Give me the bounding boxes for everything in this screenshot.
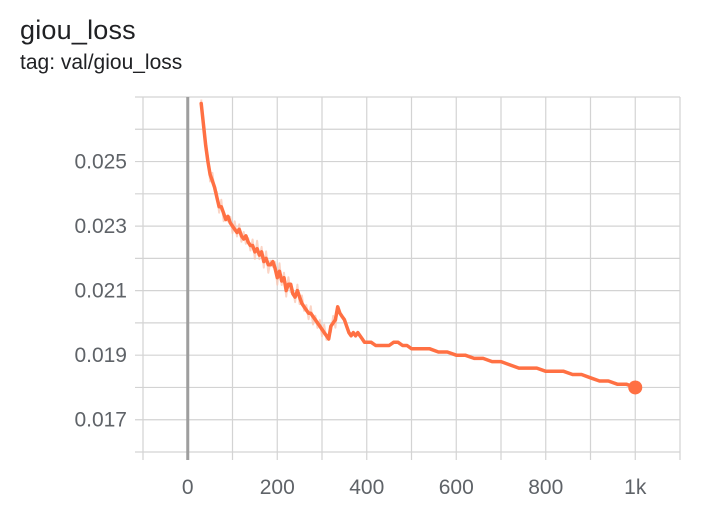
grid-layer [135,96,681,460]
series-layer [199,99,643,395]
chart-subtitle: tag: val/giou_loss [20,51,183,74]
y-tick-label: 0.021 [74,280,127,303]
series-raw-line [200,99,636,389]
y-tick-label: 0.017 [74,409,127,432]
series-line [199,101,638,390]
x-tick-label: 400 [349,476,384,499]
tick-label-layer: 0.017 0.019 0.021 0.023 0.025 0 200 400 600 800 1k [74,151,646,499]
x-tick-label: 0 [182,476,194,499]
x-tick-label: 800 [528,476,563,499]
x-tick-label: 200 [260,476,295,499]
y-tick-label: 0.023 [74,215,127,238]
chart-title: giou_loss [20,15,136,45]
x-tick-label: 600 [439,476,474,499]
series-end-point [628,380,643,395]
y-tick-label: 0.025 [74,151,127,174]
x-tick-label: 1k [624,476,647,499]
y-tick-label: 0.019 [74,344,127,367]
